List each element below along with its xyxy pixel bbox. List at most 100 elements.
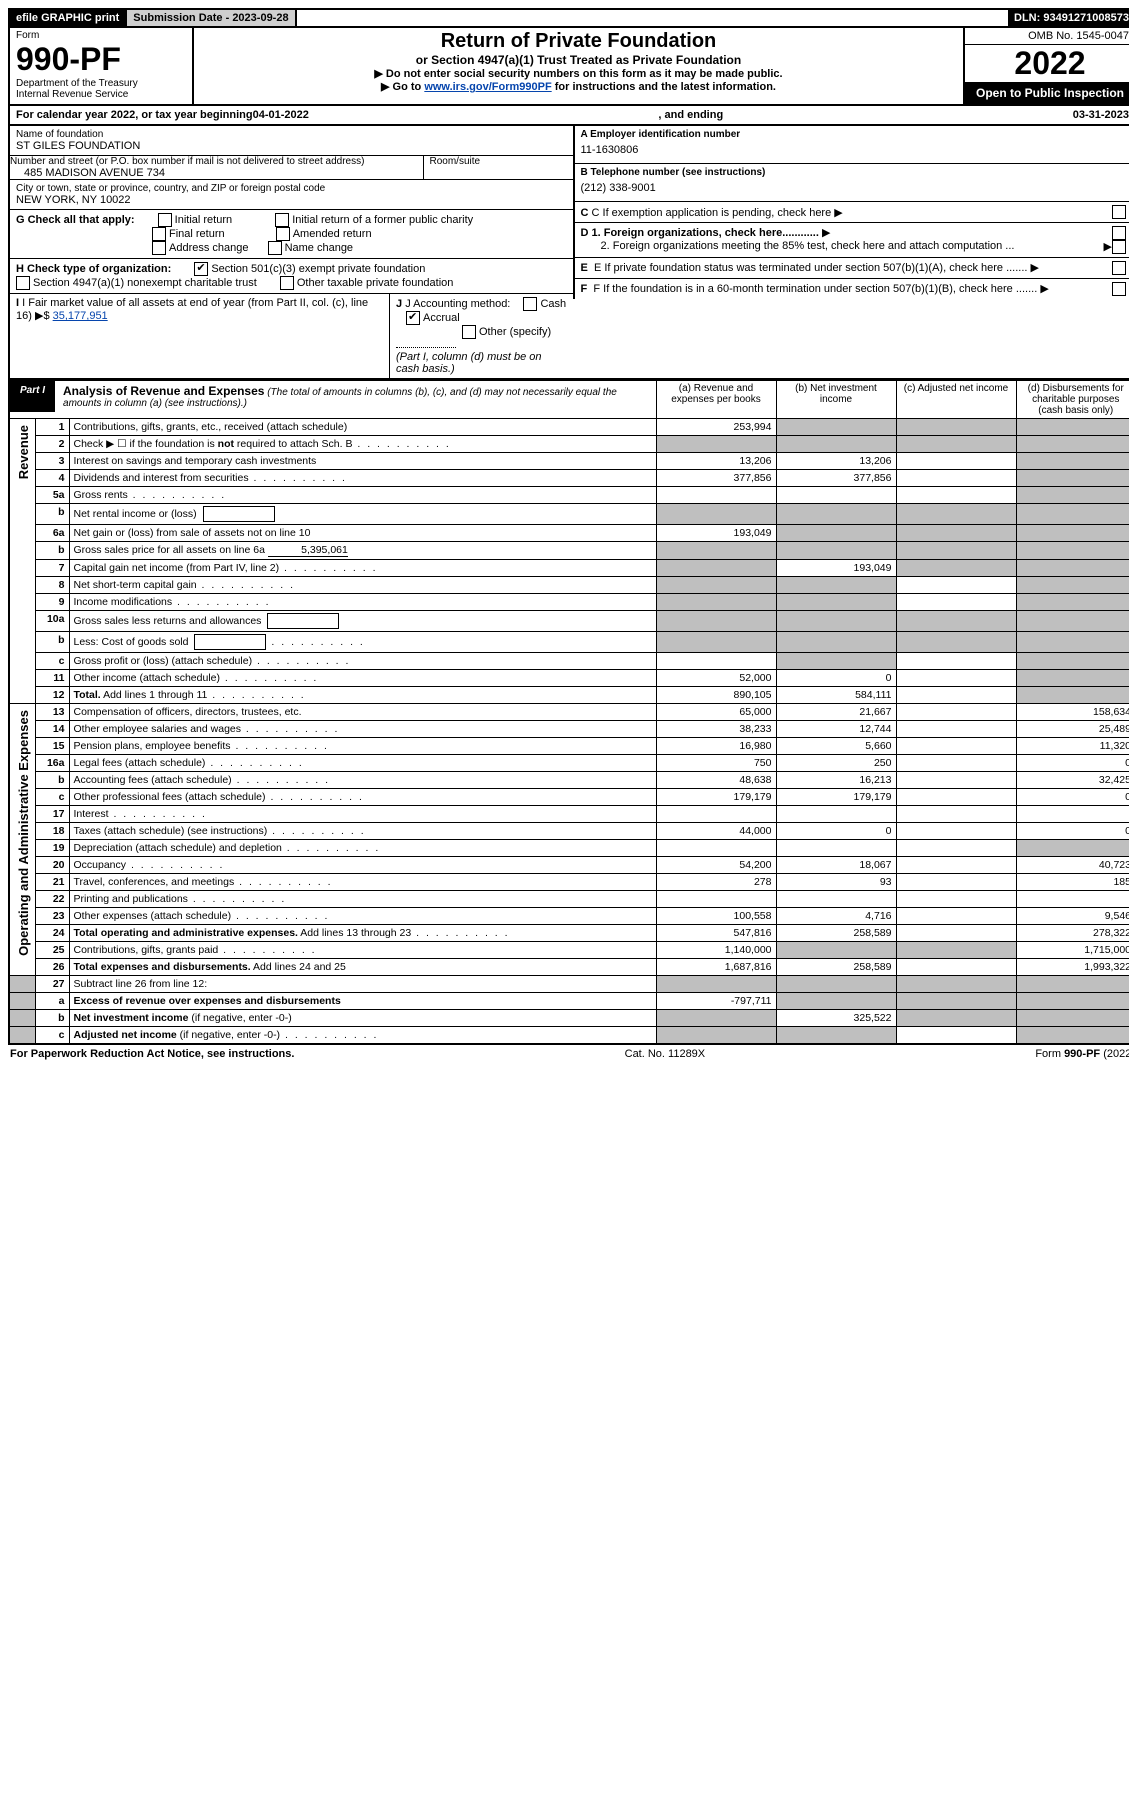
line-number: 3 [35,453,69,470]
cell-d [1016,1027,1129,1045]
h-opt-0: Section 501(c)(3) exempt private foundat… [211,263,425,275]
line-number: 14 [35,721,69,738]
cell-c [896,755,1016,772]
cb-address-change[interactable] [152,241,166,255]
cell-a [656,653,776,670]
line-number: 23 [35,908,69,925]
line-desc: Adjusted net income (if negative, enter … [69,1027,656,1045]
cell-a [656,632,776,653]
addr-label: Number and street (or P.O. box number if… [10,156,423,167]
cb-initial-former[interactable] [275,213,289,227]
cell-c [896,470,1016,487]
cell-d [1016,453,1129,470]
cb-e[interactable] [1112,261,1126,275]
cb-other-acct[interactable] [462,325,476,339]
cell-d [1016,840,1129,857]
cell-d [1016,436,1129,453]
cell-d [1016,687,1129,704]
cell-b: 5,660 [776,738,896,755]
section-blank [9,1027,35,1045]
line-number: c [35,789,69,806]
cell-b: 250 [776,755,896,772]
h-label: H Check type of organization: [16,263,171,275]
data-row: bAccounting fees (attach schedule)48,638… [9,772,1129,789]
data-row: 16aLegal fees (attach schedule)7502500 [9,755,1129,772]
street-address: 485 MADISON AVENUE 734 [10,167,423,179]
line-desc: Interest on savings and temporary cash i… [69,453,656,470]
line-desc: Other professional fees (attach schedule… [69,789,656,806]
d2-text: 2. Foreign organizations meeting the 85%… [581,240,1104,254]
data-row: 26Total expenses and disbursements. Add … [9,959,1129,976]
line-number: 25 [35,942,69,959]
data-row: cGross profit or (loss) (attach schedule… [9,653,1129,670]
cell-b [776,542,896,560]
cb-501c3[interactable] [194,262,208,276]
cb-other-tax[interactable] [280,276,294,290]
calendar-year-row: For calendar year 2022, or tax year begi… [8,106,1129,126]
cell-c [896,632,1016,653]
cb-amended-return[interactable] [276,227,290,241]
note2-pre: ▶ Go to [381,81,424,93]
cell-c [896,487,1016,504]
line-number: 7 [35,560,69,577]
cell-d [1016,542,1129,560]
line-number: 21 [35,874,69,891]
cb-d1[interactable] [1112,226,1126,240]
cell-c [896,1027,1016,1045]
line-number: 15 [35,738,69,755]
cell-d: 0 [1016,789,1129,806]
data-row: 5aGross rents [9,487,1129,504]
cell-b: 0 [776,670,896,687]
line-desc: Income modifications [69,594,656,611]
data-row: 21Travel, conferences, and meetings27893… [9,874,1129,891]
cell-a: 48,638 [656,772,776,789]
tax-year: 2022 [965,45,1129,82]
data-row: 9Income modifications [9,594,1129,611]
form990pf-link[interactable]: www.irs.gov/Form990PF [424,81,551,93]
cell-b [776,577,896,594]
cell-a [656,840,776,857]
cell-a [656,504,776,525]
data-row: 8Net short-term capital gain [9,577,1129,594]
cell-d: 9,546 [1016,908,1129,925]
cb-cash[interactable] [523,297,537,311]
col-d-header: (d) Disbursements for charitable purpose… [1016,381,1129,419]
data-row: 6aNet gain or (loss) from sale of assets… [9,525,1129,542]
cell-a [656,611,776,632]
footer-mid: Cat. No. 11289X [625,1048,706,1060]
cell-a: 278 [656,874,776,891]
cell-a: 54,200 [656,857,776,874]
f-text: F F If the foundation is in a 60-month t… [581,282,1113,296]
cb-c[interactable] [1112,205,1126,219]
cell-c [896,525,1016,542]
cb-name-change[interactable] [268,241,282,255]
cell-a: 1,140,000 [656,942,776,959]
data-row: 4Dividends and interest from securities3… [9,470,1129,487]
e-text: E E If private foundation status was ter… [581,261,1113,275]
cell-d [1016,611,1129,632]
cell-c [896,874,1016,891]
j-other: Other (specify) [479,326,551,338]
cell-b [776,840,896,857]
line-desc: Gross profit or (loss) (attach schedule) [69,653,656,670]
cb-initial-return[interactable] [158,213,172,227]
fmv-value[interactable]: 35,177,951 [53,310,108,322]
cell-b [776,806,896,823]
page-footer: For Paperwork Reduction Act Notice, see … [8,1045,1129,1063]
cb-final-return[interactable] [152,227,166,241]
cb-4947a1[interactable] [16,276,30,290]
foundation-name: ST GILES FOUNDATION [16,140,567,152]
cb-d2[interactable] [1112,240,1126,254]
cb-f[interactable] [1112,282,1126,296]
ein-label: A Employer identification number [581,129,1129,140]
cb-accrual[interactable] [406,311,420,325]
data-row: Revenue1Contributions, gifts, grants, et… [9,419,1129,436]
footer-left: For Paperwork Reduction Act Notice, see … [10,1048,294,1060]
cal-pre: For calendar year 2022, or tax year begi… [16,109,253,121]
data-row: 7Capital gain net income (from Part IV, … [9,560,1129,577]
data-row: 12Total. Add lines 1 through 11890,10558… [9,687,1129,704]
data-row: 20Occupancy54,20018,06740,723 [9,857,1129,874]
form-title: Return of Private Foundation [200,30,957,53]
line-desc: Net rental income or (loss) [69,504,656,525]
data-row: 3Interest on savings and temporary cash … [9,453,1129,470]
